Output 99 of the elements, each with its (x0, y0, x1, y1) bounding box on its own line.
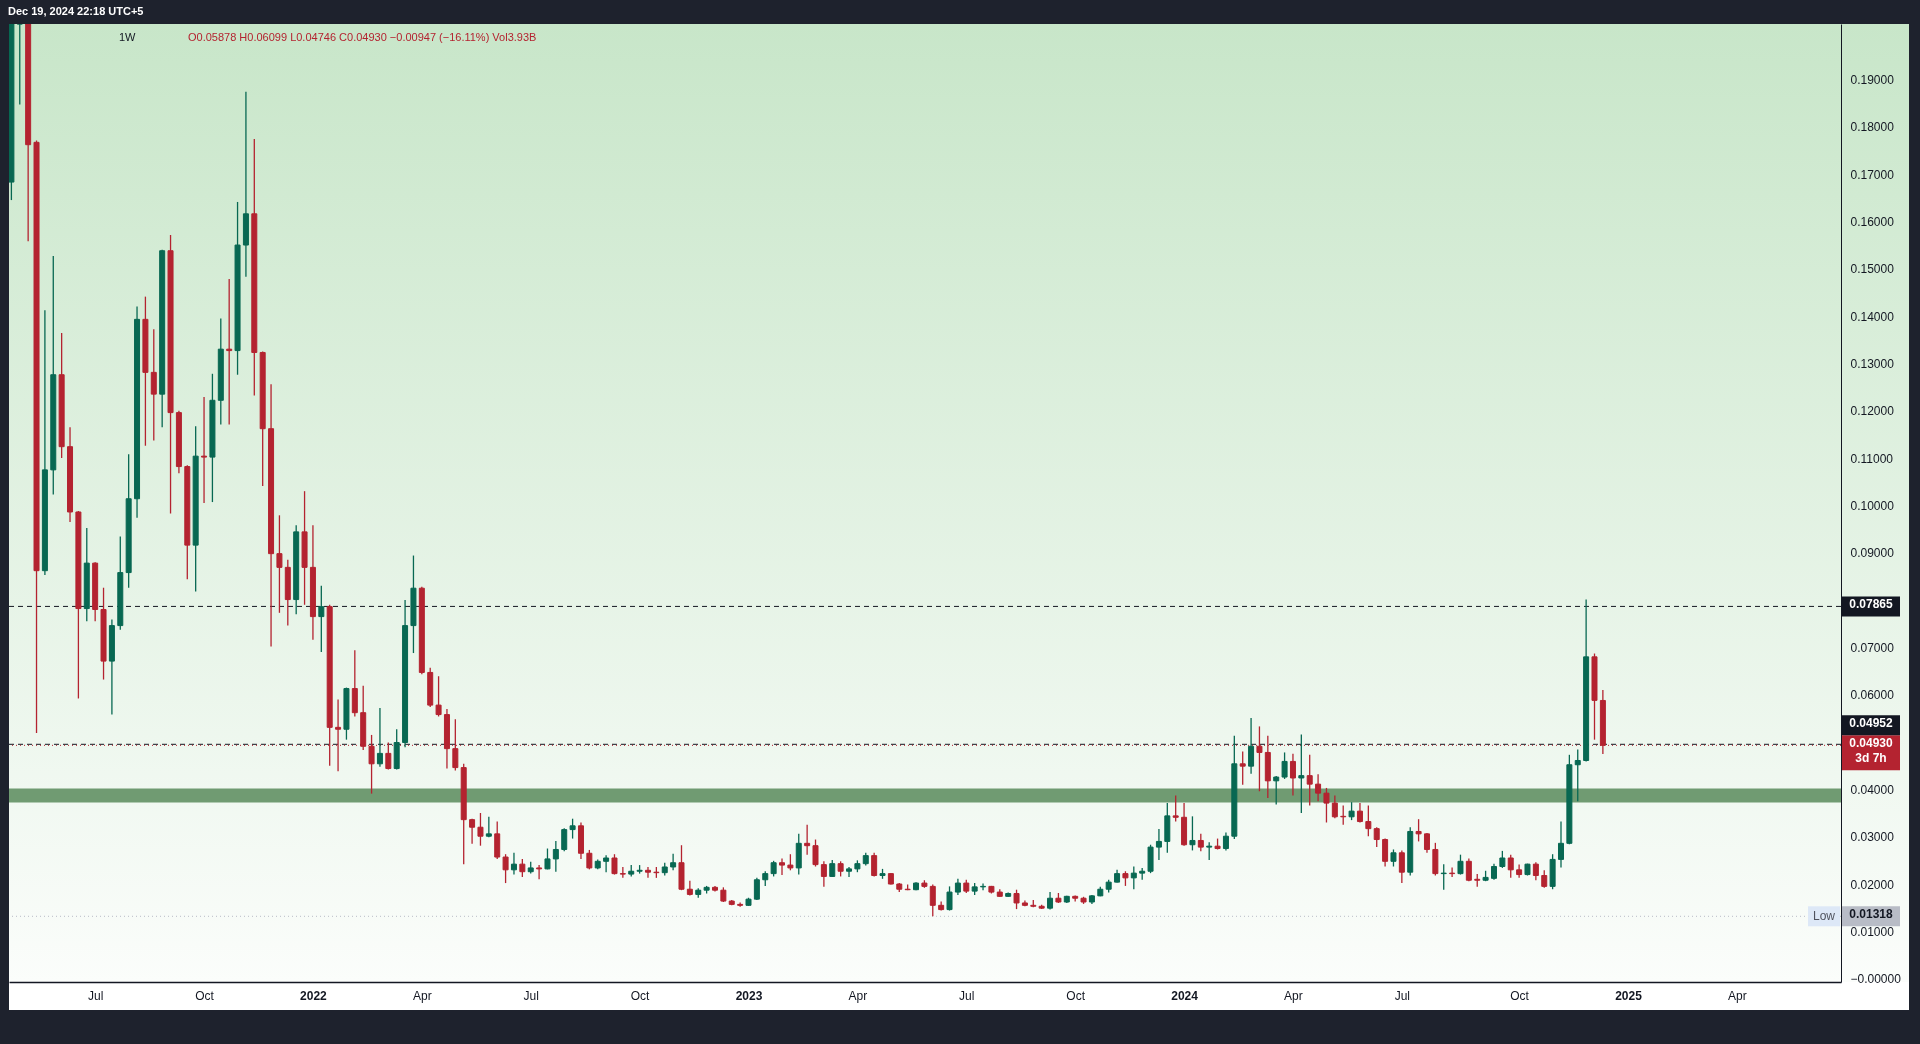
x-tick-label: 2024 (1171, 988, 1199, 1003)
x-tick-label: Apr (412, 988, 432, 1003)
x-tick-label: Apr (848, 988, 868, 1003)
y-tick-label: 0.15000 (1850, 262, 1895, 277)
candlestick (929, 883, 936, 917)
candlestick (435, 675, 442, 718)
candlestick (1239, 750, 1246, 786)
candlestick (469, 818, 476, 845)
x-tick-label: Oct (630, 988, 651, 1003)
text: Dec 19, 2024 22:18 UTC+5 (8, 5, 144, 17)
candlestick (502, 853, 509, 884)
y-tick-label: 0.07000 (1850, 640, 1895, 655)
y-tick-label: 0.14000 (1850, 309, 1895, 324)
candlestick (552, 840, 559, 873)
candlestick (385, 741, 392, 771)
y-tick-label: 0.01000 (1850, 924, 1895, 939)
candlestick (820, 860, 827, 888)
y-tick-label: 0.03000 (1850, 830, 1895, 845)
text: 1W (119, 31, 137, 43)
candlestick (477, 812, 484, 847)
candlestick (510, 852, 517, 876)
x-tick-label: Jul (959, 988, 975, 1003)
candlestick (569, 818, 576, 840)
candlestick (670, 853, 677, 871)
y-tick-label: 0.02000 (1850, 877, 1895, 892)
candlestick (276, 514, 283, 614)
candlestick (544, 847, 551, 870)
candlestick (1306, 754, 1313, 807)
candlestick (846, 866, 853, 878)
candlestick (737, 901, 744, 908)
candlestick (561, 827, 568, 853)
candlestick (603, 854, 610, 873)
candlestick (1130, 865, 1137, 890)
candlestick (16, 24, 23, 106)
y-tick-label: 0.13000 (1850, 356, 1895, 371)
x-tick-label: Jul (1394, 988, 1411, 1003)
candlestick (1507, 854, 1514, 879)
candlestick (1373, 826, 1380, 848)
ref-line-label: 0.01318 (1849, 907, 1894, 922)
x-tick-label: 2023 (735, 988, 763, 1003)
ref-line-label: 0.04930 3d 7h (1849, 736, 1894, 766)
candlestick (536, 864, 543, 880)
candlestick (804, 824, 811, 856)
candlestick (376, 707, 383, 768)
candlestick (150, 328, 157, 442)
candlestick (1398, 849, 1405, 884)
candlestick (494, 820, 501, 860)
candlestick (644, 866, 651, 879)
y-tick-label: 0.16000 (1850, 214, 1895, 229)
candlestick (619, 866, 626, 879)
candlestick (1155, 828, 1162, 861)
x-tick-label: 2025 (1615, 988, 1643, 1003)
candlestick (1331, 794, 1338, 819)
candlestick (1440, 863, 1447, 891)
candlestick (779, 857, 786, 876)
y-tick-label: 0.06000 (1850, 688, 1895, 703)
x-tick-label: Oct (195, 988, 215, 1003)
x-tick-label: Oct (1510, 988, 1530, 1003)
candlestick (1449, 866, 1456, 878)
candlestick (1189, 815, 1196, 852)
candlestick (1273, 775, 1280, 806)
y-tick-label: 0.10000 (1850, 498, 1895, 513)
candlestick (318, 585, 325, 653)
candlestick (1323, 787, 1330, 824)
candlestick (1013, 889, 1020, 910)
candlestick (1298, 733, 1305, 814)
annotation: Low (1812, 909, 1836, 924)
candlestick (1315, 773, 1322, 802)
x-tick-label: Apr (1284, 988, 1303, 1003)
y-tick-label: 0.11000 (1850, 451, 1894, 466)
candlestick (812, 838, 819, 868)
candlestick (1574, 748, 1581, 802)
x-tick-label: Apr (1728, 988, 1747, 1003)
y-tick-label: 0.18000 (1850, 120, 1895, 135)
candlestick (1172, 794, 1179, 823)
candlestick (1382, 837, 1389, 868)
y-tick-label: −0.00000 (1850, 972, 1902, 987)
ref-line-label: 0.07865 (1849, 597, 1894, 612)
candlestick (1457, 854, 1464, 876)
candlestick (611, 853, 618, 876)
y-tick-label: 0.19000 (1850, 72, 1895, 87)
x-tick-label: Oct (1066, 988, 1086, 1003)
candlestick (201, 396, 208, 504)
text: O0.05878 H0.06099 L0.04746 C0.04930 −0.00947 (−16.11%) Vol3.93B (188, 31, 537, 43)
x-tick-label: Jul (523, 988, 539, 1003)
candlestick (1557, 820, 1564, 869)
candlestick (946, 885, 953, 912)
candlestick (1281, 751, 1288, 780)
candlestick (1415, 818, 1422, 843)
y-tick-label: 0.04000 (1850, 782, 1895, 797)
x-tick-label: 2022 (300, 988, 328, 1003)
candlestick (1289, 753, 1296, 797)
ref-line-label: 0.04952 (1849, 716, 1894, 731)
candlestick (1365, 804, 1372, 837)
y-tick-label: 0.17000 (1850, 167, 1895, 182)
y-tick-label: 0.12000 (1850, 404, 1895, 419)
candlestick (1248, 717, 1255, 775)
y-tick-label: 0.09000 (1850, 546, 1895, 561)
x-tick-label: Jul (87, 988, 104, 1003)
